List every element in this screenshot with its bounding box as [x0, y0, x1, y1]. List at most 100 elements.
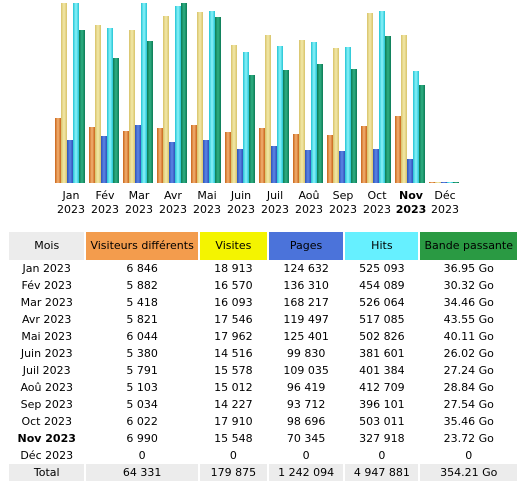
table-row: Fév 2023 5 882 16 570 136 310 454 089 30.32 G…	[9, 277, 517, 294]
cell-visites: 15 548	[214, 432, 253, 445]
cell-hits: 396 101	[359, 398, 405, 411]
bar-bande	[215, 17, 221, 183]
bar-pages	[135, 125, 141, 183]
cell-mois: Juin 2023	[20, 347, 73, 360]
chart-bars	[55, 3, 459, 183]
cell-hits: 401 384	[359, 364, 405, 377]
year-label: 2023	[431, 203, 459, 216]
cell-hits: 517 085	[359, 313, 405, 326]
monthly-stats-table: Mois Visiteurs différents Visites Pages …	[7, 232, 519, 481]
bar-pages	[237, 149, 243, 183]
year-label: 2023	[396, 203, 427, 216]
bar-visites	[129, 30, 135, 183]
cell-visiteurs: 5 380	[126, 347, 158, 360]
bar-pages	[271, 146, 277, 183]
bar-hits	[447, 182, 453, 183]
bar-visiteurs	[327, 135, 333, 183]
month-label: Mai	[197, 189, 216, 202]
cell-pages: 0	[302, 449, 310, 462]
cell-pages: 136 310	[283, 279, 329, 292]
bar-hits	[311, 42, 317, 183]
bar-hits	[345, 47, 351, 183]
cell-hits: 381 601	[359, 347, 405, 360]
header-pages: Pages	[268, 232, 344, 260]
cell-visites: 15 012	[214, 381, 253, 394]
cell-bande: 30.32 Go	[443, 279, 494, 292]
bar-bande	[385, 36, 391, 183]
cell-bande: 28.84 Go	[443, 381, 494, 394]
bar-bande	[181, 3, 187, 183]
cell-visiteurs: 5 103	[126, 381, 158, 394]
cell-hits: 503 011	[359, 415, 405, 428]
year-label: 2023	[295, 203, 323, 216]
bar-visiteurs	[157, 128, 163, 183]
cell-hits: 0	[378, 449, 386, 462]
bar-hits	[243, 52, 249, 183]
bar-visiteurs	[293, 134, 299, 183]
cell-bande: 23.72 Go	[443, 432, 494, 445]
table-row: Mai 2023 6 044 17 962 125 401 502 826 40.11 G…	[9, 328, 517, 345]
cell-mois: Déc 2023	[20, 449, 74, 462]
bar-bande	[419, 85, 425, 183]
cell-mois: Juil 2023	[22, 364, 71, 377]
cell-hits: 454 089	[359, 279, 405, 292]
bar-bande	[283, 70, 289, 183]
bar-hits	[175, 6, 181, 183]
cell-bande: 26.02 Go	[443, 347, 494, 360]
cell-pages: 98 696	[286, 415, 326, 428]
bar-visiteurs	[259, 128, 265, 183]
cell-mois: Fév 2023	[21, 279, 72, 292]
table-row: Aoû 2023 5 103 15 012 96 419 412 709 28.84 Go	[9, 379, 517, 396]
bar-visites	[163, 16, 169, 183]
bar-bande	[317, 64, 323, 183]
bar-visites	[367, 13, 373, 183]
cell-pages: 93 712	[286, 398, 326, 411]
cell-pages: 124 632	[283, 262, 329, 275]
bar-hits	[141, 3, 147, 183]
cell-visites: 17 546	[214, 313, 253, 326]
bar-visites	[231, 45, 237, 183]
bar-bande	[147, 41, 153, 183]
header-mois: Mois	[9, 232, 85, 260]
cell-pages: 109 035	[283, 364, 329, 377]
table-row: Mar 2023 5 418 16 093 168 217 526 064 34.46 G…	[9, 294, 517, 311]
bar-visiteurs	[89, 127, 95, 183]
year-label: 2023	[227, 203, 255, 216]
cell-mois: Oct 2023	[21, 415, 72, 428]
bar-hits	[209, 11, 215, 183]
bar-visiteurs	[361, 126, 367, 183]
bar-visiteurs	[225, 132, 231, 183]
bar-visiteurs	[429, 182, 435, 183]
bar-hits	[413, 71, 419, 183]
bar-hits	[379, 11, 385, 183]
cell-visiteurs: 0	[138, 449, 146, 462]
month-label: Jan	[62, 189, 80, 202]
month-label: Juin	[230, 189, 251, 202]
cell-pages: 125 401	[283, 330, 329, 343]
bar-hits	[277, 46, 283, 183]
bar-bande	[113, 58, 119, 183]
cell-visites: 17 910	[214, 415, 253, 428]
header-bande-passante: Bande passante	[420, 232, 517, 260]
cell-mois: Avr 2023	[22, 313, 72, 326]
month-label: Avr	[164, 189, 182, 202]
total-label: Total	[9, 464, 85, 481]
cell-visiteurs: 6 990	[126, 432, 158, 445]
total-visiteurs: 64 331	[86, 464, 198, 481]
bar-hits	[107, 28, 113, 183]
cell-visites: 0	[229, 449, 237, 462]
year-label: 2023	[261, 203, 289, 216]
month-label: Déc	[434, 189, 455, 202]
bar-visites	[197, 12, 203, 183]
total-visites: 179 875	[199, 464, 267, 481]
table-row: Oct 2023 6 022 17 910 98 696 503 011 35.46 Go	[9, 413, 517, 430]
year-label: 2023	[193, 203, 221, 216]
bar-bande	[79, 30, 85, 183]
cell-pages: 96 419	[286, 381, 326, 394]
month-label: Oct	[367, 189, 387, 202]
cell-bande: 40.11 Go	[443, 330, 494, 343]
table-row: Juin 2023 5 380 14 516 99 830 381 601 26.02 G…	[9, 345, 517, 362]
monthly-history-chart: Jan2023Fév2023Mar2023Avr2023Mai2023Juin2…	[55, 3, 459, 216]
bar-visites	[95, 25, 101, 183]
cell-mois: Jan 2023	[22, 262, 71, 275]
